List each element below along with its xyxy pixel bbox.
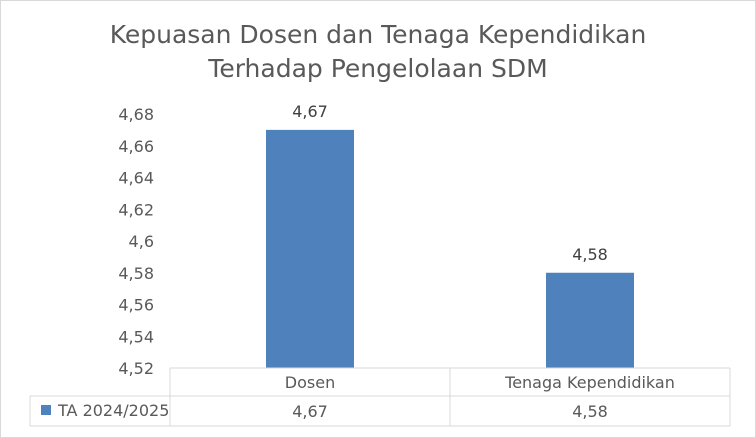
- data-label-dosen: 4,67: [292, 102, 328, 121]
- chart-title-line-2: Terhadap Pengelolaan SDM: [208, 54, 548, 83]
- data-label-tenaga-kependidikan: 4,58: [572, 245, 608, 264]
- y-tick-label: 4,6: [129, 232, 154, 251]
- y-tick-label: 4,68: [118, 105, 154, 124]
- category-label-dosen: Dosen: [285, 373, 335, 392]
- data-table: TA 2024/2025 Dosen Tenaga Kependidikan 4…: [29, 367, 731, 427]
- chart-title-line-1: Kepuasan Dosen dan Tenaga Kependidikan: [109, 20, 647, 49]
- table-value-dosen: 4,67: [292, 402, 328, 421]
- legend-swatch: [41, 405, 51, 415]
- bar-tenaga-kependidikan: [546, 272, 634, 368]
- category-label-tenaga-kependidikan: Tenaga Kependidikan: [504, 373, 675, 392]
- bar-dosen: [266, 129, 354, 368]
- y-tick-label: 4,62: [118, 200, 154, 219]
- y-tick-label: 4,52: [118, 359, 154, 378]
- y-tick-label: 4,58: [118, 264, 154, 283]
- y-tick-label: 4,56: [118, 296, 154, 315]
- legend-series-name: TA 2024/2025: [57, 401, 169, 420]
- bars: 4,67 4,58: [266, 102, 634, 368]
- y-tick-label: 4,64: [118, 169, 154, 188]
- y-axis: 4,52 4,54 4,56 4,58 4,6 4,62 4,64 4,66 4,68: [118, 105, 154, 378]
- y-tick-label: 4,66: [118, 137, 154, 156]
- y-tick-label: 4,54: [118, 327, 154, 346]
- chart-title: Kepuasan Dosen dan Tenaga Kependidikan T…: [0, 18, 756, 86]
- table-value-tenaga-kependidikan: 4,58: [572, 402, 608, 421]
